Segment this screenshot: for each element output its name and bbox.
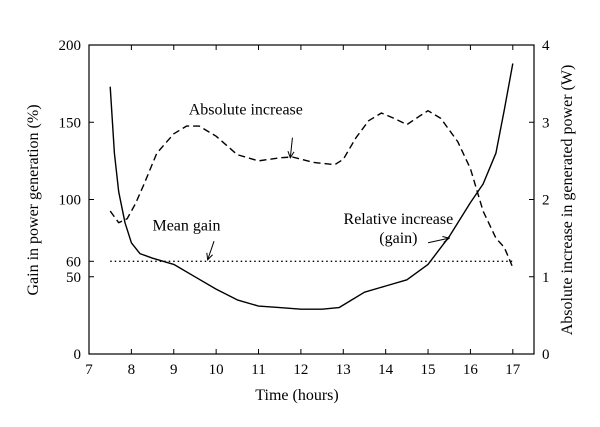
y-tick-label: 60 bbox=[66, 254, 81, 270]
x-tick-label: 15 bbox=[421, 362, 436, 378]
series-line-relative-increase-gain bbox=[109, 63, 514, 310]
plot-frame bbox=[88, 44, 535, 355]
y2-tick-label: 3 bbox=[542, 115, 550, 131]
annotation-label: (gain) bbox=[379, 230, 417, 247]
annotation-label: Absolute increase bbox=[189, 102, 303, 119]
y2-tick-label: 0 bbox=[542, 347, 550, 363]
series-line-absolute-increase bbox=[109, 110, 514, 268]
series-layer bbox=[109, 63, 514, 310]
annotation-label: Mean gain bbox=[152, 217, 220, 234]
x-tick-label: 12 bbox=[293, 362, 308, 378]
x-tick-label: 14 bbox=[378, 362, 394, 378]
x-tick-label: 11 bbox=[251, 362, 265, 378]
y2-tick-label: 4 bbox=[542, 38, 550, 54]
y2-axis-title: Absolute increase in generated power (W) bbox=[559, 65, 576, 336]
annotations-layer: Absolute increase Mean gain Relative incre… bbox=[152, 102, 454, 261]
x-tick-label: 17 bbox=[505, 362, 521, 378]
y-tick-label: 200 bbox=[59, 38, 82, 54]
annotation-arrow-head bbox=[206, 252, 213, 261]
x-axis-title: Time (hours) bbox=[255, 387, 338, 404]
annotation-arrow-line bbox=[207, 241, 215, 260]
x-tick-label: 9 bbox=[170, 362, 178, 378]
y-tick-label: 100 bbox=[59, 193, 82, 209]
y-axis-title: Gain in power generation (%) bbox=[25, 104, 42, 295]
y-tick-label: 50 bbox=[66, 270, 81, 286]
annotation-arrow-head bbox=[442, 236, 451, 243]
x-tick-label: 7 bbox=[85, 362, 93, 378]
annotation-label: Relative increase bbox=[344, 211, 454, 228]
y-tick-label: 0 bbox=[74, 347, 82, 363]
y2-tick-label: 1 bbox=[542, 270, 550, 286]
annotation-arrow-head bbox=[287, 151, 295, 159]
x-tick-label: 13 bbox=[336, 362, 351, 378]
plot-border bbox=[88, 44, 535, 355]
x-tick-label: 8 bbox=[128, 362, 136, 378]
x-tick-label: 10 bbox=[209, 362, 224, 378]
annotation-arrow-line bbox=[289, 137, 293, 158]
y2-tick-label: 2 bbox=[542, 193, 550, 209]
x-tick-label: 16 bbox=[463, 362, 479, 378]
annotation-arrow-line bbox=[427, 237, 450, 244]
y-tick-label: 150 bbox=[59, 115, 82, 131]
